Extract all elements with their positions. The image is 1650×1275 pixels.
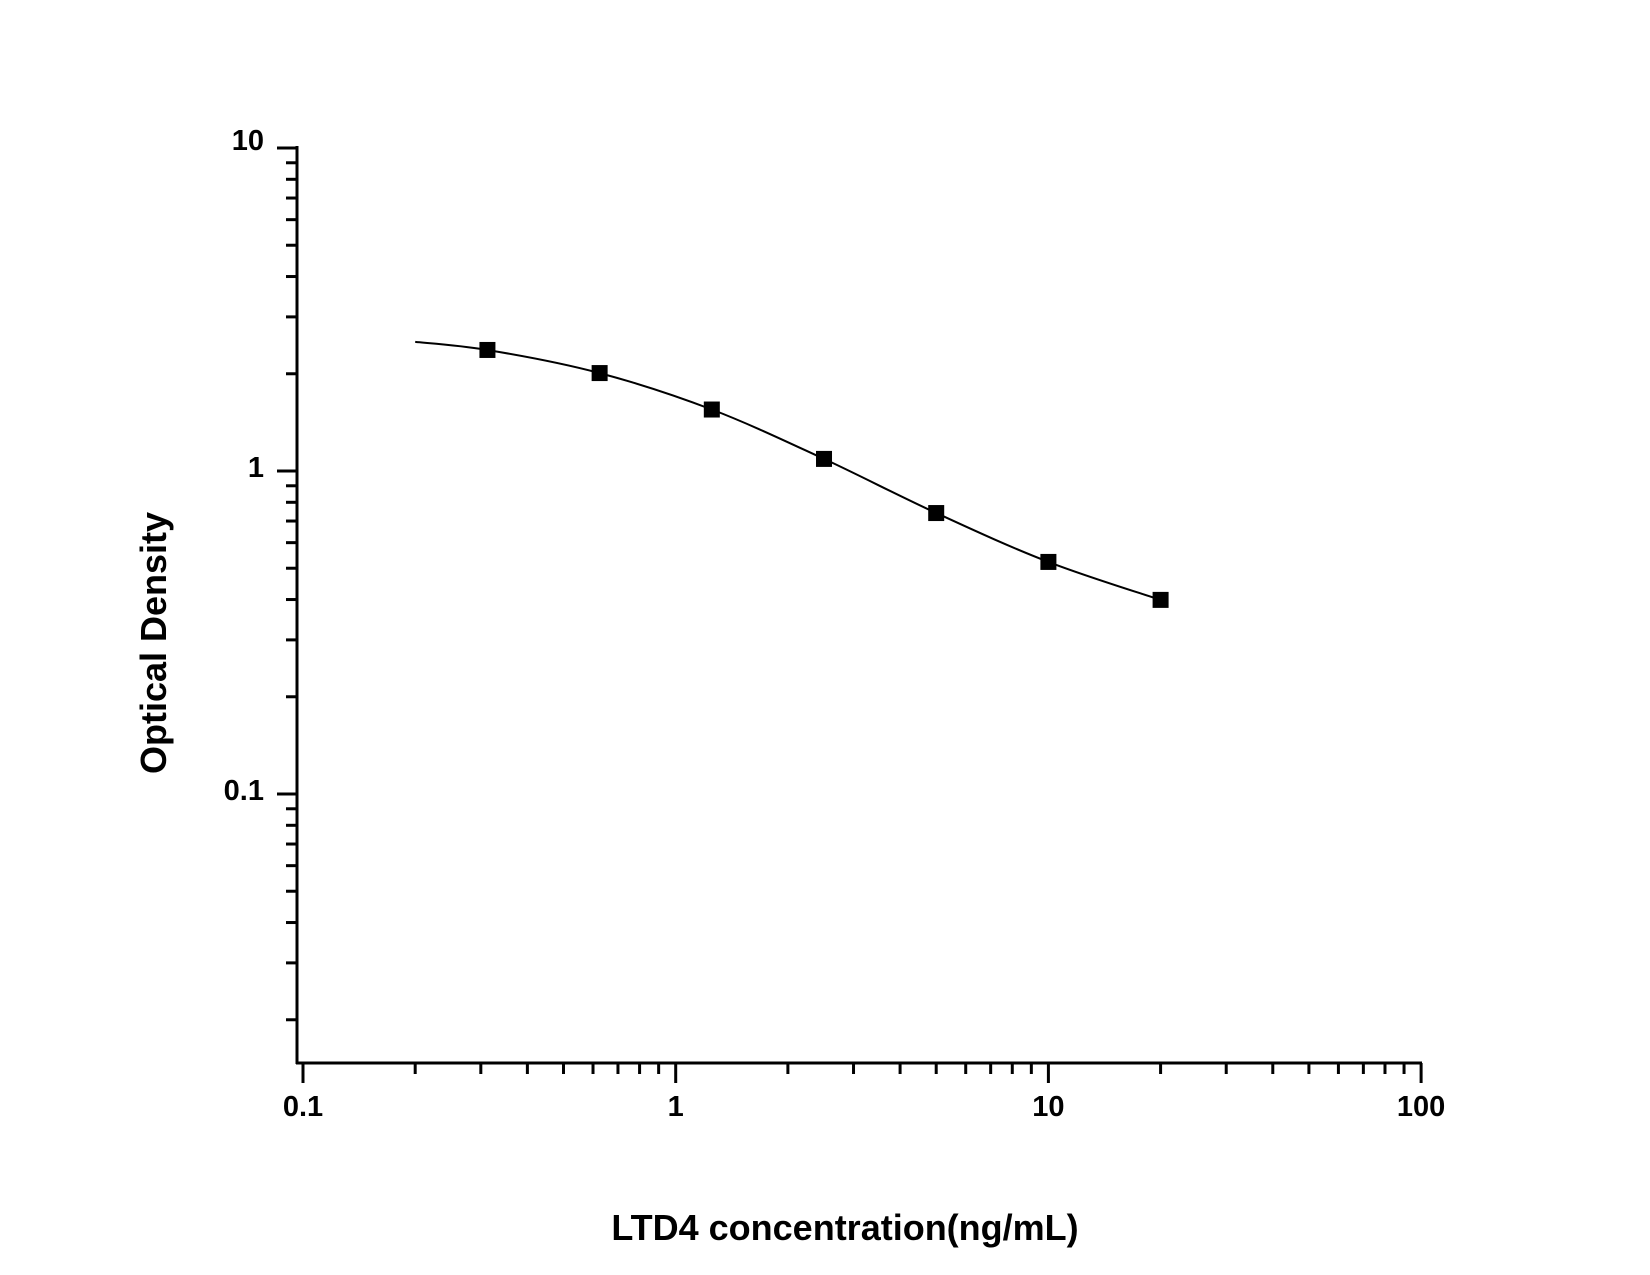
x-tick-label: 10 — [1032, 1091, 1064, 1123]
data-point-marker — [816, 450, 833, 467]
fit-curve-line — [415, 340, 1161, 601]
y-tick-label: 10 — [232, 125, 264, 157]
x-tick-label: 100 — [1397, 1091, 1445, 1123]
data-point-marker — [1040, 553, 1057, 570]
y-axis-ticks: 0.1 1 10 — [224, 125, 297, 1022]
data-point-marker — [703, 401, 720, 418]
data-point-marker — [591, 365, 608, 382]
x-tick-label: 1 — [668, 1091, 684, 1123]
y-tick-label: 1 — [248, 452, 264, 484]
data-markers — [479, 341, 1169, 608]
x-axis-ticks: 0.1 1 10 100 — [283, 1063, 1445, 1123]
data-point-marker — [1152, 591, 1169, 608]
x-tick-label: 0.1 — [283, 1091, 323, 1123]
data-point-marker — [479, 341, 496, 358]
x-axis-title: LTD4 concentration(ng/mL) — [611, 1207, 1078, 1248]
y-axis-title: Optical Density — [133, 512, 174, 774]
y-tick-label: 0.1 — [224, 775, 264, 807]
data-point-marker — [928, 505, 945, 522]
